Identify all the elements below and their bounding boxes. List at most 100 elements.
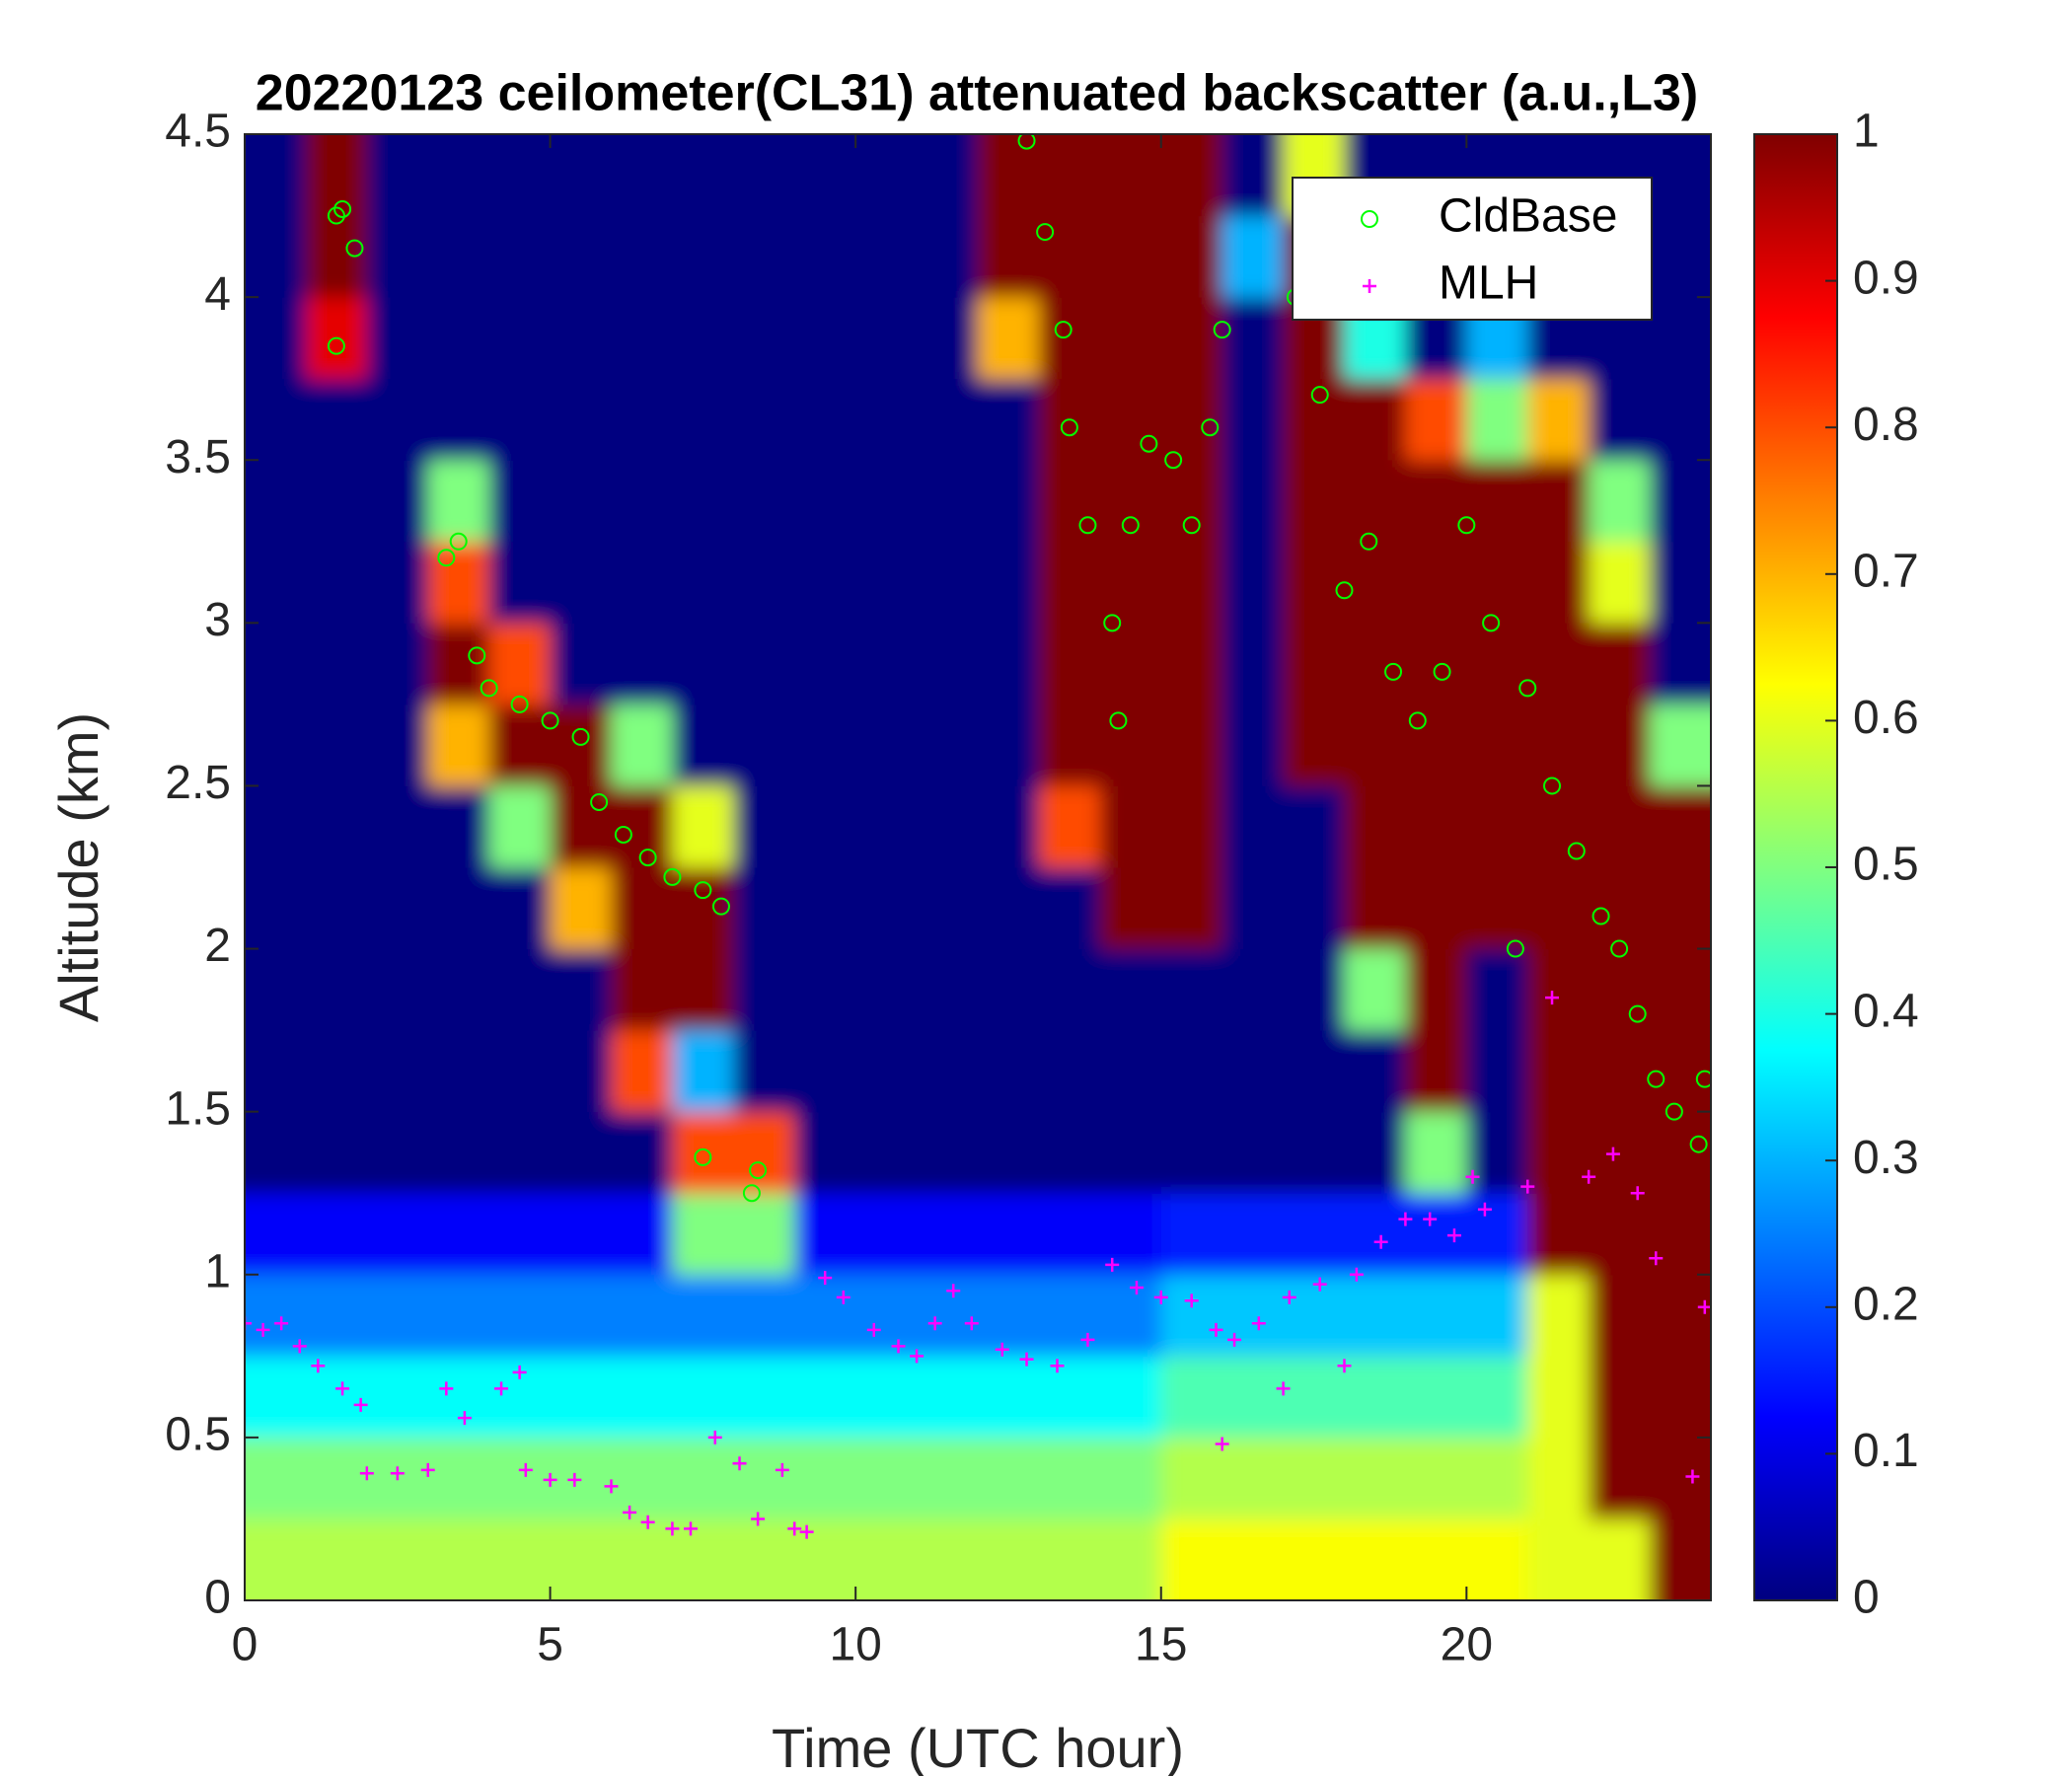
cldbase-point	[1310, 386, 1329, 405]
heatmap-cell	[366, 460, 429, 543]
mlh-point	[995, 1342, 1009, 1357]
heatmap-cell	[1466, 948, 1528, 1031]
heatmap-cell	[488, 378, 552, 461]
colorbar-tick-label: 0.3	[1853, 1132, 1919, 1184]
heatmap-cell	[1038, 867, 1101, 950]
y-tick-label: 4	[204, 268, 231, 321]
heatmap-cell	[488, 134, 552, 217]
heatmap-cell	[1221, 1030, 1285, 1113]
heatmap-cell	[1466, 1111, 1528, 1194]
heatmap-cell	[245, 460, 307, 543]
heatmap-cell	[1283, 1274, 1345, 1357]
heatmap-cell	[1221, 134, 1285, 217]
heatmap-cell	[855, 703, 918, 786]
heatmap-cell	[794, 867, 856, 950]
heatmap-cell	[245, 1111, 307, 1194]
heatmap-cell	[427, 378, 490, 461]
heatmap-cell	[1344, 948, 1406, 1031]
heatmap-cell	[550, 215, 612, 298]
heatmap-cell	[1527, 1111, 1590, 1194]
heatmap-cell	[672, 378, 734, 461]
heatmap-cell	[245, 1518, 307, 1600]
cldbase-point	[333, 199, 352, 218]
heatmap-cell	[794, 1193, 856, 1276]
heatmap-cell	[1589, 1030, 1651, 1113]
heatmap-cell	[245, 1437, 307, 1519]
cldbase-point	[694, 881, 712, 900]
y-tick-label: 1.5	[165, 1082, 231, 1135]
heatmap-cell	[550, 460, 612, 543]
heatmap-cell	[1405, 1437, 1467, 1519]
heatmap-cell	[1466, 1518, 1528, 1600]
heatmap-cell	[855, 1518, 918, 1600]
heatmap-cell	[427, 623, 490, 705]
cldbase-point	[1182, 516, 1201, 535]
mlh-point	[683, 1521, 698, 1536]
heatmap-cell	[978, 948, 1040, 1031]
mlh-point	[1520, 1179, 1535, 1194]
heatmap-cell	[1344, 1356, 1406, 1439]
heatmap-cell	[1650, 1193, 1711, 1276]
heatmap-cell	[917, 623, 979, 705]
heatmap-cell	[672, 297, 734, 380]
mlh-point	[665, 1521, 680, 1536]
heatmap-cell	[1466, 1274, 1528, 1357]
heatmap-cell	[305, 1193, 368, 1276]
heatmap-cell	[245, 1274, 307, 1357]
heatmap-cell	[1160, 867, 1223, 950]
heatmap-cell	[1650, 378, 1711, 461]
cldbase-point	[1213, 321, 1231, 339]
heatmap-cell	[245, 378, 307, 461]
mlh-point	[640, 1515, 655, 1529]
heatmap-cell	[366, 703, 429, 786]
cldbase-point	[1433, 662, 1451, 681]
heatmap-cell	[1589, 1111, 1651, 1194]
mlh-point	[1649, 1251, 1664, 1266]
mlh-point	[1477, 1202, 1492, 1217]
heatmap-cell	[1589, 1274, 1651, 1357]
heatmap-cell	[1589, 785, 1651, 868]
heatmap-cell	[245, 623, 307, 705]
heatmap-cell	[1650, 297, 1711, 380]
mlh-point	[1605, 1147, 1620, 1161]
heatmap-cell	[305, 948, 368, 1031]
heatmap-cell	[1221, 1437, 1285, 1519]
heatmap-cell	[1283, 1437, 1345, 1519]
heatmap-cell	[366, 785, 429, 868]
heatmap-cell	[855, 867, 918, 950]
heatmap-cell	[1344, 1193, 1406, 1276]
heatmap-cell	[1221, 785, 1285, 868]
heatmap-cell	[733, 460, 795, 543]
cldbase-point	[510, 695, 529, 713]
heatmap-cell	[488, 460, 552, 543]
heatmap-cell	[917, 297, 979, 380]
heatmap-cell	[305, 541, 368, 624]
mlh-point	[1184, 1294, 1199, 1308]
heatmap-cell	[305, 785, 368, 868]
mlh-point	[494, 1381, 509, 1396]
heatmap-cell	[978, 867, 1040, 950]
heatmap-cell	[1099, 785, 1162, 868]
heatmap-cell	[1405, 703, 1467, 786]
cldbase-point	[1482, 614, 1501, 632]
heatmap-cell	[550, 1030, 612, 1113]
mlh-point	[1153, 1290, 1168, 1304]
heatmap-cell	[488, 703, 552, 786]
cldbase-point	[1518, 679, 1537, 698]
heatmap-cell	[794, 1356, 856, 1439]
heatmap-cell	[1344, 541, 1406, 624]
mlh-point	[1312, 1277, 1327, 1292]
heatmap-cell	[611, 215, 673, 298]
heatmap-cell	[366, 1030, 429, 1113]
heatmap-cell	[427, 215, 490, 298]
cldbase-point	[437, 549, 456, 567]
heatmap-cell	[733, 215, 795, 298]
heatmap-cell	[917, 215, 979, 298]
heatmap-cell	[978, 1193, 1040, 1276]
heatmap-cell	[488, 948, 552, 1031]
cldbase-point	[1060, 418, 1078, 437]
heatmap-cell	[1650, 948, 1711, 1031]
heatmap-cell	[1405, 948, 1467, 1031]
heatmap-cell	[245, 1030, 307, 1113]
heatmap-cell	[1283, 460, 1345, 543]
